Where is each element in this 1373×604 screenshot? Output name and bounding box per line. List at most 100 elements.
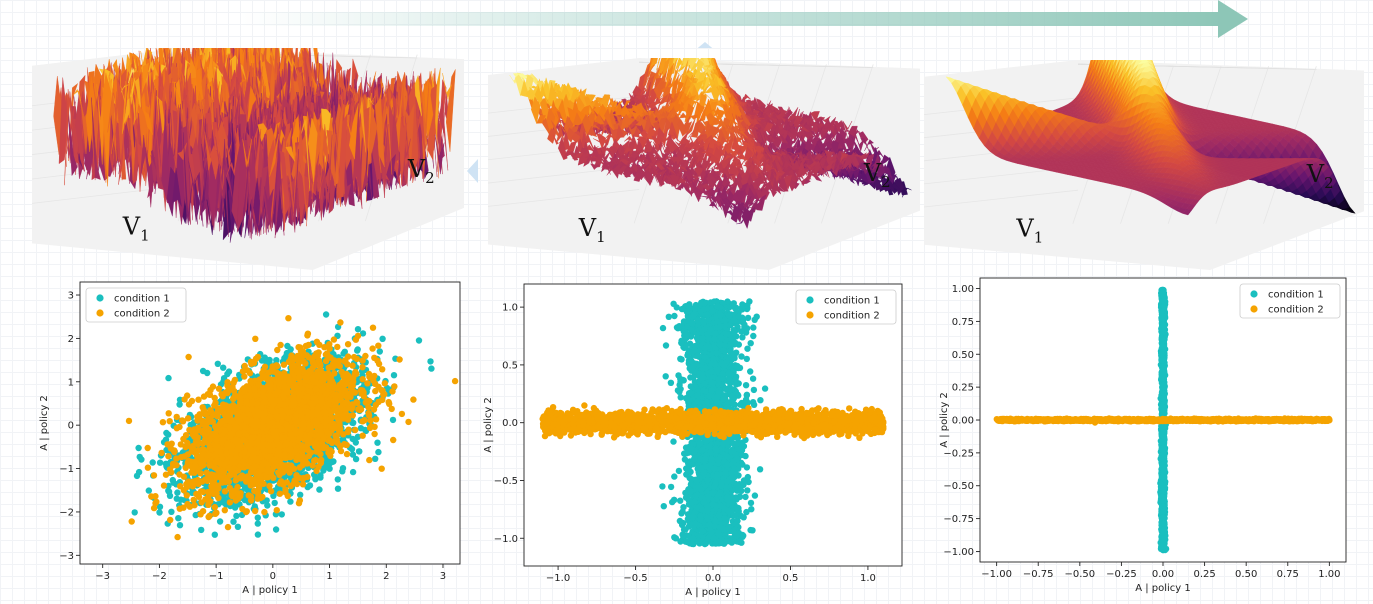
surface-cell [594,113,605,125]
surface-cell [560,124,570,135]
surface-cell [304,151,314,208]
surface-cell [872,153,882,171]
surface-cell [710,159,720,169]
surface-mesh [945,60,1356,216]
surface-cell [815,170,827,178]
surface-cell [643,72,653,97]
surface-cell [587,125,598,138]
surface-cell [838,153,849,165]
surface-cell [193,172,204,227]
surface-cell [650,58,658,67]
surface-cell [734,147,744,160]
surface-cell [733,118,744,135]
side-marker-icon [467,159,478,183]
surface-cell [842,120,853,132]
surface-cell [673,58,679,61]
surface-cell [859,167,870,185]
surface-cell [717,167,727,181]
surface-cell [722,168,733,181]
surface-cell [821,115,831,124]
surface-cell [334,104,344,186]
surface-cell [569,89,580,104]
surface-cell [219,138,229,238]
surface-cell [614,124,625,145]
surface-cell [289,149,299,233]
surface-cell [112,90,123,181]
surface-cell [682,121,693,137]
surface-cell [601,157,611,175]
surface-cell [849,151,860,167]
surface-cell [686,117,696,136]
surface-cell [655,162,666,171]
surface-cell [188,161,198,225]
surface-cell [434,134,445,175]
surface-cell [85,76,96,152]
surface-cell [894,177,905,196]
surface-cell [869,141,880,153]
surface-cell [890,183,901,190]
surface-cell [738,130,749,139]
surface-cell [778,174,789,192]
surface-cell [790,145,801,152]
grid-line [924,189,1079,208]
surface-cell [375,96,385,168]
surface-cell [698,187,709,202]
surface-cell [382,106,393,175]
surface-cell [315,143,325,190]
surface-cell [589,141,599,150]
surface-cell [209,144,220,180]
surface-cell [525,89,536,101]
surface-cell [557,135,568,161]
surface-cell [692,163,702,181]
surface-cell [629,110,640,120]
surface-cell [620,104,631,118]
surface-cell [606,160,617,176]
surface-cell [711,179,722,188]
surface-cell [695,104,705,130]
surface-cell [67,112,78,177]
surface-cell [642,168,653,183]
surface-cell [590,163,601,170]
surface-cell [644,170,654,187]
surface-cell [730,204,741,223]
surface-cell [367,108,378,167]
surface-cell [579,153,590,164]
surface-cell [101,73,112,187]
surface-cell [734,137,745,142]
surface-cell [705,162,715,175]
surface-cell [852,154,864,162]
surface-cell [405,103,415,174]
surface-cell [864,153,875,168]
surface-cell [538,84,548,104]
surface-cell [269,133,279,177]
grid-line [488,189,640,207]
surface-cell [703,190,714,208]
surface-cell [274,139,285,239]
surface-cell [118,85,128,185]
surface-cell [701,183,712,191]
surface-cell [799,127,811,132]
axis-label-v1-sub: 1 [596,228,606,246]
surface-cell [684,84,695,100]
surface-cell [220,158,231,231]
surface-cell [611,114,621,120]
surface-cell [536,114,547,124]
surface-cell [676,177,687,184]
progression-arrow [240,0,1248,48]
surface-cell [570,132,581,144]
surface-cell [656,58,661,71]
surface-cell [752,157,762,170]
surface-cell [886,174,897,185]
surface-cell [386,153,396,186]
surface-cell [830,159,841,177]
surface-cell [177,142,188,161]
surface-cell [720,199,730,219]
surface-cell [622,113,632,130]
surface-cell [626,103,636,112]
surface-cell [143,109,154,135]
surface-cell [741,206,752,230]
surface-cell [787,130,798,141]
surface-cell [663,154,673,164]
